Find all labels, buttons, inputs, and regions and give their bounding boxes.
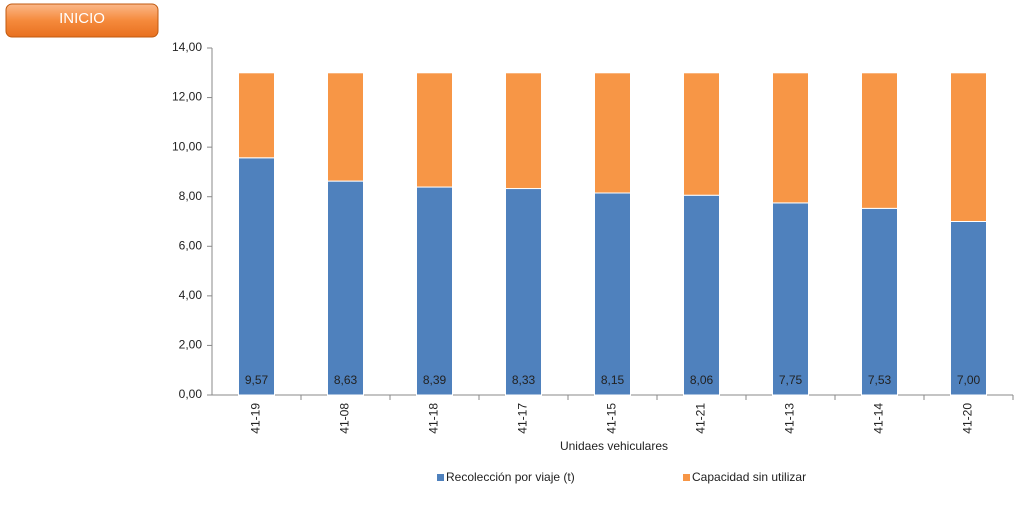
value-label: 7,75 (779, 373, 803, 387)
x-tick-label: 41-20 (961, 403, 975, 434)
x-tick-label: 41-18 (427, 403, 441, 434)
bar-segment (327, 72, 364, 182)
legend-label: Recolección por viaje (t) (446, 470, 575, 484)
legend-swatch (683, 474, 690, 481)
y-tick-label: 8,00 (179, 189, 203, 203)
bar-segment (861, 72, 898, 209)
bar-segment (505, 188, 542, 396)
bar-segment (327, 180, 364, 396)
value-label: 7,00 (957, 373, 981, 387)
value-label: 8,63 (334, 373, 358, 387)
legend-label: Capacidad sin utilizar (692, 470, 806, 484)
bar-segment (683, 194, 720, 396)
x-axis-title: Unidaes vehiculares (560, 439, 668, 453)
bar-segment (594, 72, 631, 194)
bar-segment (861, 207, 898, 396)
y-tick-label: 10,00 (172, 139, 202, 153)
bar-segment (238, 157, 275, 396)
button-background[interactable] (5, 3, 159, 38)
inicio-button[interactable]: INICIO (5, 3, 159, 38)
button-label[interactable]: INICIO (59, 10, 105, 27)
y-tick-label: 2,00 (179, 338, 203, 352)
bar-segment (416, 186, 453, 396)
legend-swatch (437, 474, 444, 481)
x-tick-label: 41-17 (516, 403, 530, 434)
bar-segment (594, 192, 631, 396)
y-tick-label: 6,00 (179, 238, 203, 252)
x-tick-label: 41-13 (783, 403, 797, 434)
y-tick-label: 0,00 (179, 387, 203, 401)
x-tick-label: 41-14 (872, 403, 886, 434)
y-tick-label: 12,00 (172, 90, 202, 104)
bar-segment (505, 72, 542, 190)
bar-segment (683, 72, 720, 196)
y-tick-label: 14,00 (172, 40, 202, 54)
bar-segment (772, 202, 809, 396)
value-label: 8,06 (690, 373, 714, 387)
x-tick-label: 41-21 (694, 403, 708, 434)
value-label: 9,57 (245, 373, 269, 387)
bar-segment (416, 72, 453, 188)
value-label: 8,15 (601, 373, 625, 387)
x-tick-label: 41-08 (338, 403, 352, 434)
bar-segment (950, 221, 987, 396)
x-tick-label: 41-19 (249, 403, 263, 434)
bar-segment (772, 72, 809, 204)
value-label: 7,53 (868, 373, 892, 387)
value-label: 8,39 (423, 373, 447, 387)
value-label: 8,33 (512, 373, 536, 387)
bar-segment (238, 72, 275, 159)
bar-segment (950, 72, 987, 222)
x-tick-label: 41-15 (605, 403, 619, 434)
y-tick-label: 4,00 (179, 288, 203, 302)
